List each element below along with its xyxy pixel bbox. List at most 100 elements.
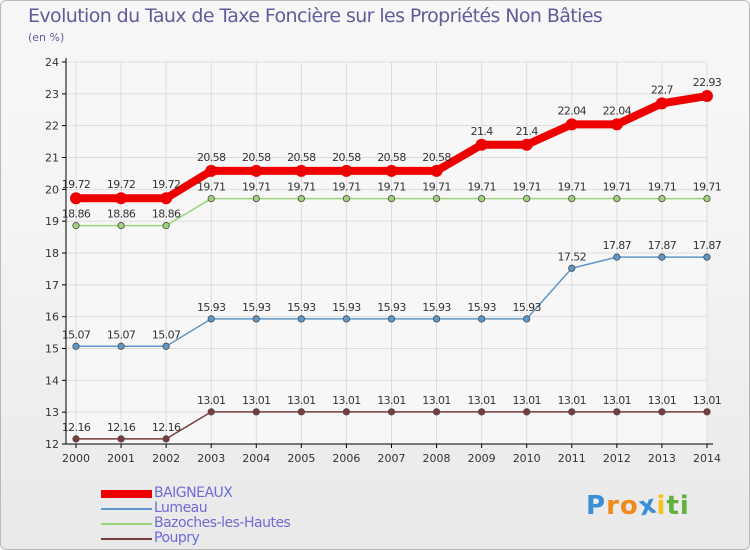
y-tick-label: 16 <box>45 311 59 324</box>
data-point <box>478 194 486 203</box>
x-tick-label: 2012 <box>603 452 631 465</box>
data-point <box>658 253 666 261</box>
data-label: 19.71 <box>242 181 271 194</box>
data-point <box>655 97 668 110</box>
data-label: 19.72 <box>107 178 136 191</box>
data-point <box>297 408 305 416</box>
data-point <box>520 138 533 151</box>
data-label: 13.01 <box>332 394 361 407</box>
data-label: 12.16 <box>107 421 136 434</box>
data-point <box>117 435 125 443</box>
data-point <box>387 408 396 416</box>
logo-letter: P <box>586 491 607 521</box>
data-label: 20.58 <box>242 151 271 164</box>
data-point <box>478 408 486 416</box>
data-point <box>207 194 215 203</box>
data-point <box>568 264 576 272</box>
data-label: 19.71 <box>512 181 541 194</box>
proxiti-logo: Proxiti <box>586 489 690 522</box>
data-label: 20.58 <box>332 151 361 164</box>
data-label: 17.52 <box>558 250 587 263</box>
data-label: 13.01 <box>648 394 677 407</box>
x-tick-label: 2000 <box>62 452 90 465</box>
data-label: 21.4 <box>471 125 494 138</box>
legend-item: BAIGNEAUX <box>101 486 290 501</box>
data-point <box>162 435 170 443</box>
series-poupry: 12.16 12.16 12.16 13.01 13.01 13.01 13.01 13.01… <box>62 394 722 443</box>
data-label: 15.07 <box>62 328 91 341</box>
data-label: 19.71 <box>558 181 587 194</box>
data-label: 12.16 <box>152 421 181 434</box>
data-label: 12.16 <box>62 421 91 434</box>
data-point <box>250 164 263 177</box>
data-point <box>387 315 396 323</box>
data-label: 21.4 <box>516 125 539 138</box>
data-label: 13.01 <box>242 394 271 407</box>
data-point <box>72 222 80 230</box>
data-label: 15.93 <box>512 301 541 314</box>
data-point <box>205 164 218 177</box>
data-label: 13.01 <box>603 394 632 407</box>
data-label: 20.58 <box>197 151 226 164</box>
legend-item: Poupry <box>101 531 290 546</box>
data-point <box>700 90 713 103</box>
y-tick-label: 23 <box>45 88 59 101</box>
data-point <box>703 408 711 416</box>
data-point <box>475 138 488 151</box>
legend-swatch <box>101 522 152 525</box>
y-tick-label: 19 <box>45 215 59 228</box>
data-point <box>658 408 666 416</box>
data-label: 20.58 <box>422 151 451 164</box>
data-label: 15.93 <box>332 301 361 314</box>
data-label: 18.86 <box>152 208 181 221</box>
x-tick-label: 2009 <box>468 452 496 465</box>
logo-letter: r <box>606 491 620 521</box>
data-point <box>207 315 215 323</box>
x-tick-label: 2004 <box>242 452 270 465</box>
data-point <box>117 222 125 230</box>
data-label: 15.93 <box>422 301 451 314</box>
x-tick-label: 2010 <box>513 452 541 465</box>
data-point <box>252 194 260 203</box>
data-label: 13.01 <box>197 394 226 407</box>
data-label: 19.71 <box>648 181 677 194</box>
data-label: 22.04 <box>558 104 587 117</box>
data-point <box>613 194 621 203</box>
data-point <box>523 315 531 323</box>
y-tick-label: 20 <box>45 183 59 196</box>
data-point <box>297 194 305 203</box>
data-point <box>523 194 531 203</box>
legend-item: Bazoches-les-Hautes <box>101 516 291 531</box>
chart-subtitle: (en %) <box>28 31 65 44</box>
data-point <box>252 408 260 416</box>
y-tick-label: 13 <box>45 406 59 419</box>
data-point <box>610 118 623 131</box>
data-point <box>703 194 711 203</box>
y-tick-label: 15 <box>45 343 59 356</box>
x-tick-label: 2005 <box>287 452 315 465</box>
y-tick-label: 24 <box>45 56 59 69</box>
legend-item: Lumeau <box>101 501 290 516</box>
data-point <box>207 408 215 416</box>
y-tick-label: 12 <box>45 438 59 451</box>
y-tick-label: 22 <box>45 120 59 133</box>
data-point <box>342 315 351 323</box>
x-tick-label: 2001 <box>107 452 135 465</box>
data-point <box>342 194 351 203</box>
data-point <box>385 164 398 177</box>
data-label: 15.93 <box>242 301 271 314</box>
x-tick-label: 2011 <box>558 452 586 465</box>
data-label: 13.01 <box>558 394 587 407</box>
data-label: 18.86 <box>107 208 136 221</box>
data-label: 13.01 <box>693 394 722 407</box>
data-point <box>432 194 441 203</box>
data-point <box>703 253 711 261</box>
data-label: 19.71 <box>422 181 451 194</box>
x-tick-label: 2014 <box>693 452 721 465</box>
data-point <box>568 194 576 203</box>
legend-label: BAIGNEAUX <box>154 485 233 501</box>
legend-swatch <box>101 537 152 540</box>
legend-swatch <box>101 489 152 498</box>
